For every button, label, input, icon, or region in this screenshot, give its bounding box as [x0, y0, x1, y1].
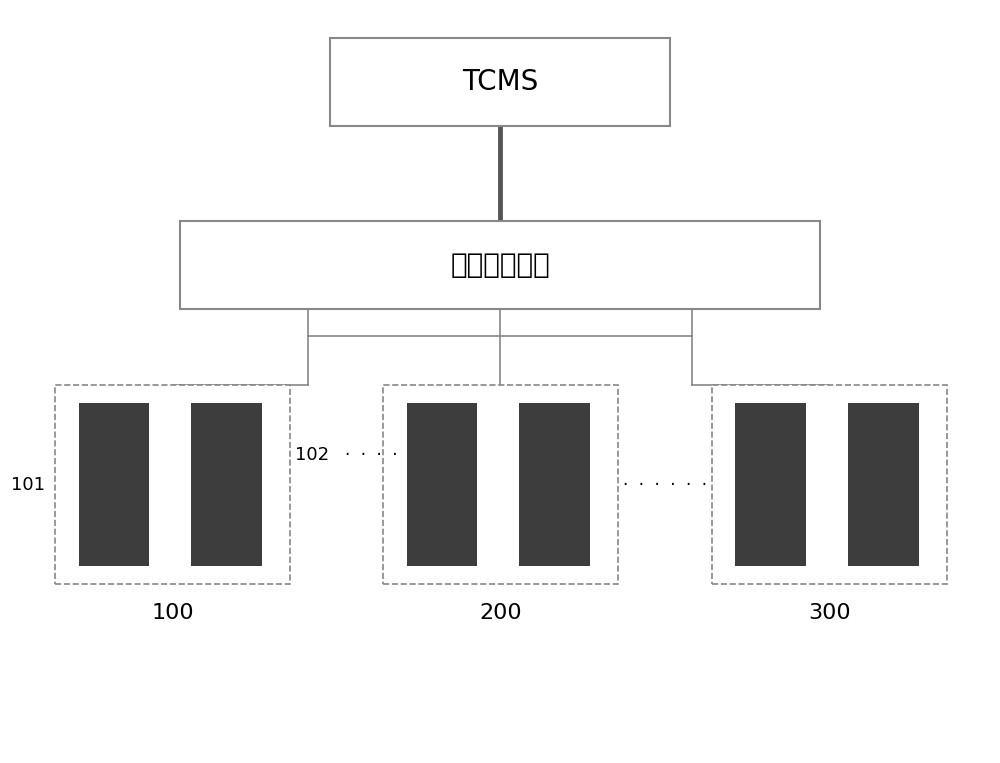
- Text: ·  ·  ·  ·  ·  ·: · · · · · ·: [623, 475, 707, 494]
- Text: ·  ·  ·  ·  ·  ·: · · · · · ·: [345, 446, 429, 464]
- Bar: [78, 403, 149, 566]
- Text: 200: 200: [479, 603, 522, 623]
- Text: 101: 101: [11, 475, 45, 494]
- Bar: [406, 403, 477, 566]
- Text: 温度检测单元: 温度检测单元: [450, 251, 550, 279]
- Text: 100: 100: [151, 603, 194, 623]
- Bar: [330, 38, 670, 126]
- Text: 102: 102: [295, 446, 329, 464]
- Text: 300: 300: [808, 603, 851, 623]
- Bar: [712, 385, 947, 584]
- Bar: [735, 403, 806, 566]
- Text: TCMS: TCMS: [462, 68, 538, 96]
- Bar: [55, 385, 290, 584]
- Bar: [191, 403, 262, 566]
- Bar: [180, 221, 820, 309]
- Bar: [383, 385, 618, 584]
- Bar: [519, 403, 590, 566]
- Bar: [848, 403, 919, 566]
